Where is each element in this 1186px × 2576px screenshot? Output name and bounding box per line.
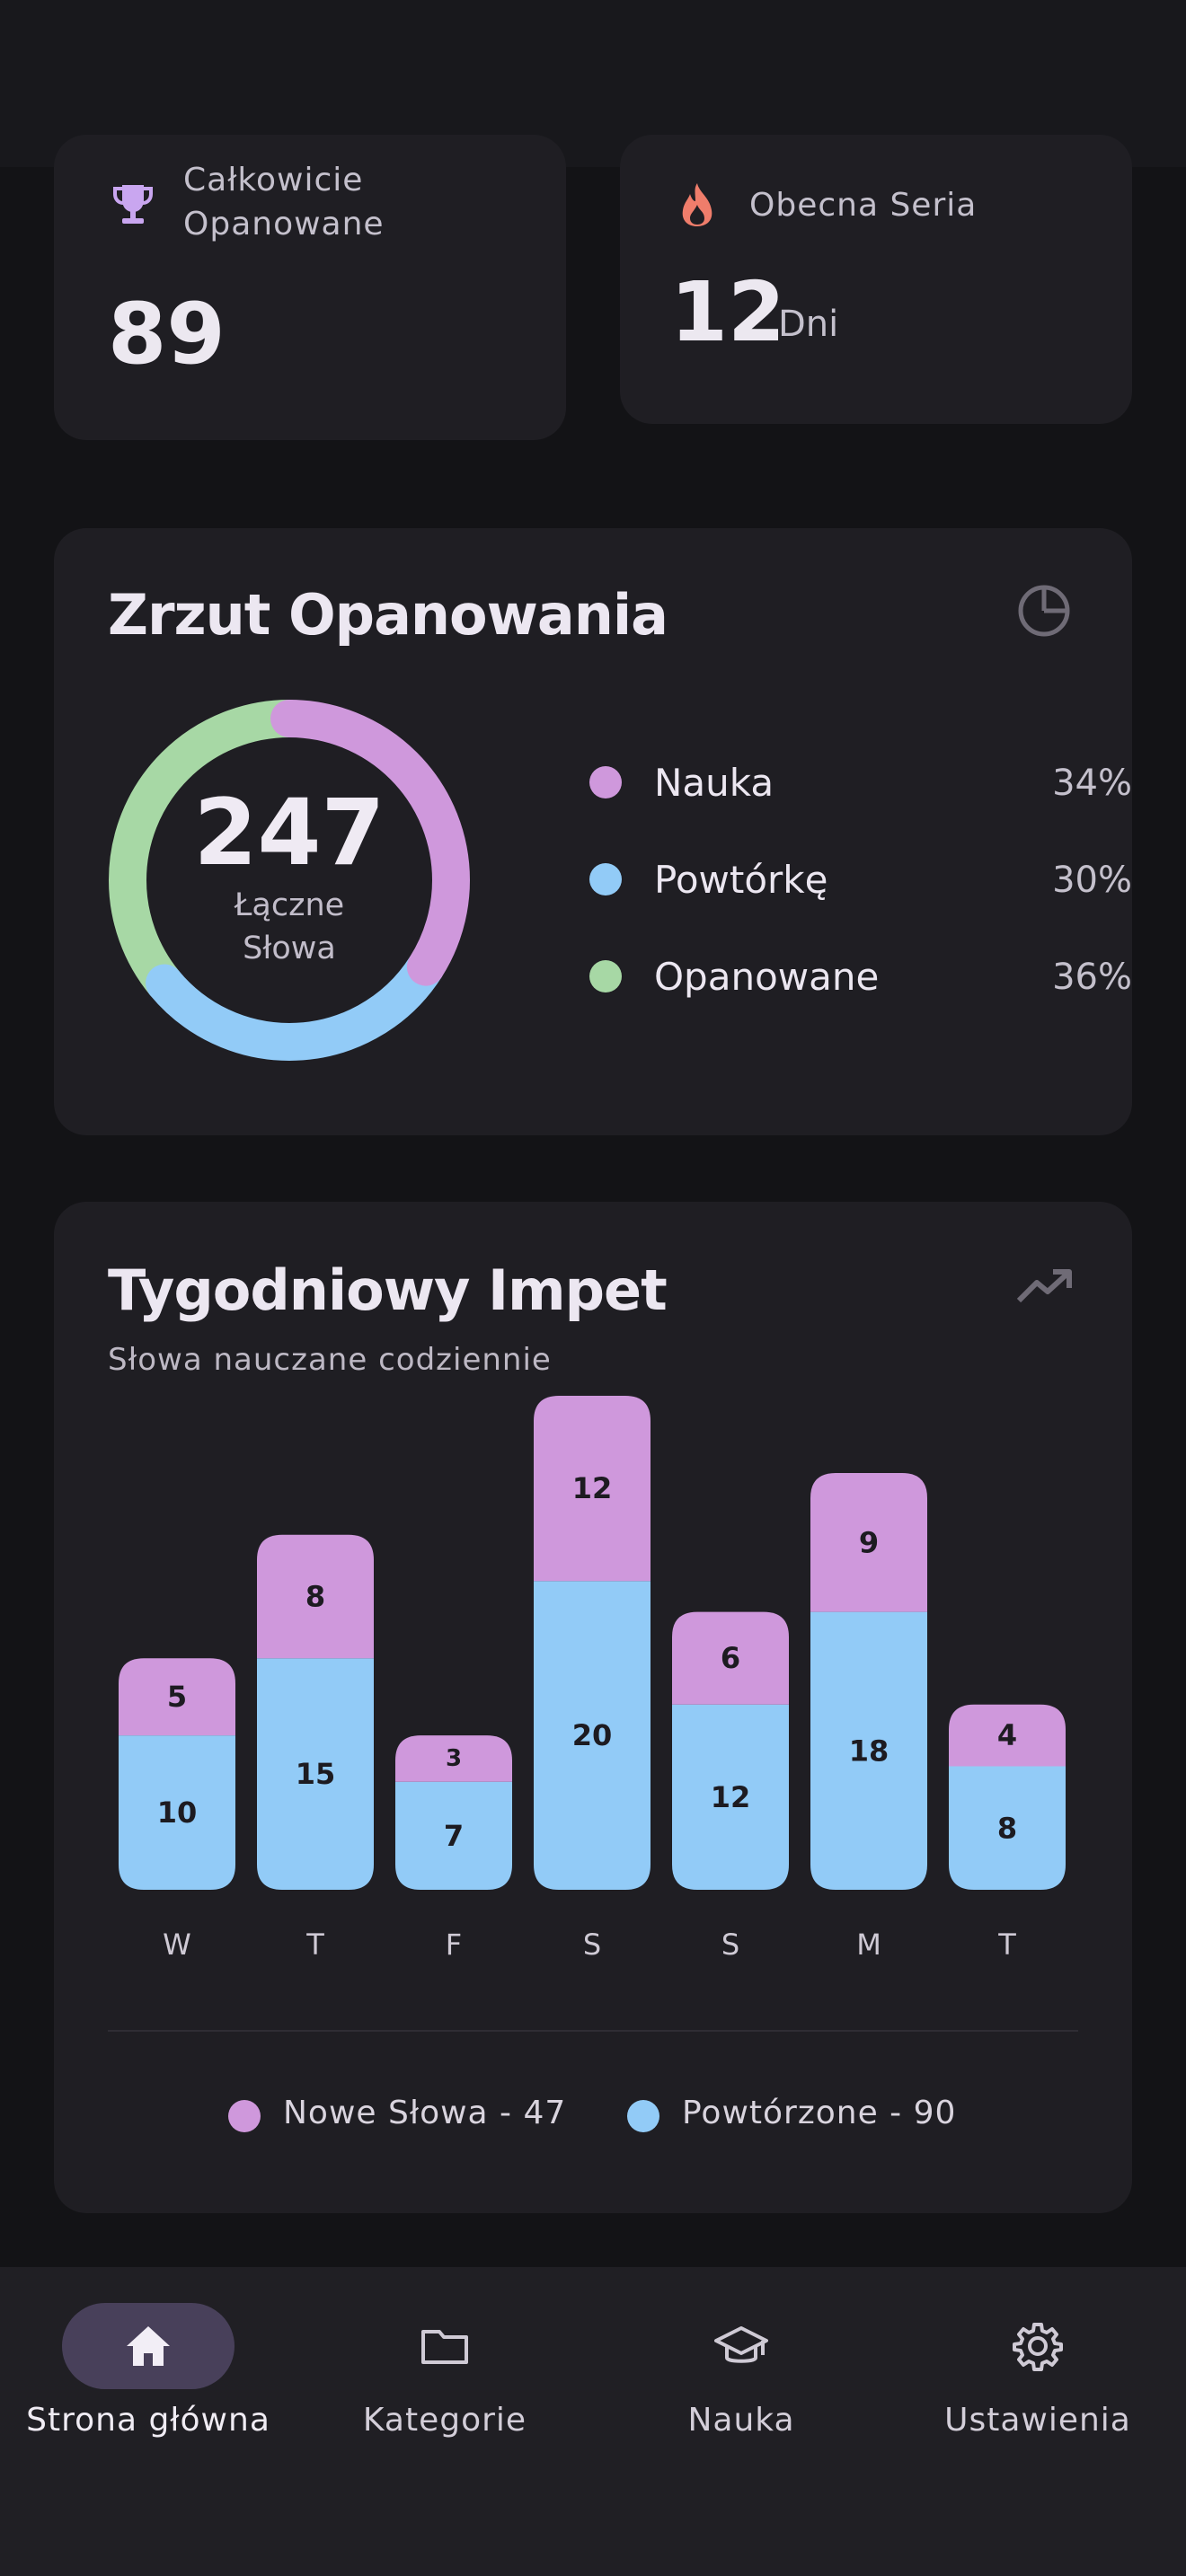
nav-label: Nauka	[687, 2402, 795, 2439]
mastery-donut	[109, 700, 470, 1061]
legend-percent: 34%	[1052, 763, 1132, 804]
graduation-cap-icon	[714, 2326, 768, 2363]
bar-label-review-5: 18	[849, 1734, 890, 1768]
day-label: S	[582, 1928, 602, 1962]
total-words-label: Łączne Słowa	[234, 887, 345, 966]
bar-label-review-6: 8	[997, 1811, 1017, 1845]
day-label: W	[163, 1928, 191, 1962]
bar-review-6	[949, 1766, 1066, 1890]
day-label: S	[721, 1928, 740, 1962]
nav-item-home[interactable]: Strona główna	[0, 2303, 296, 2447]
nav-label: Kategorie	[362, 2402, 527, 2439]
nav-item-learning[interactable]: Nauka	[593, 2303, 890, 2447]
bar-new-5	[810, 1472, 927, 1612]
legend-percent: 30%	[1052, 860, 1132, 901]
trending-up-icon[interactable]	[1017, 1268, 1073, 1304]
legend-item-learning: Nauka 34%	[589, 756, 1132, 810]
bar-new-6	[949, 1704, 1066, 1767]
trophy-icon	[113, 185, 153, 224]
legend-name: Opanowane	[654, 955, 880, 999]
bottom-navigation: Strona główna Kategorie Nauka Ustawienia	[0, 2267, 1186, 2576]
day-label: T	[306, 1928, 324, 1962]
bar-label-review-0: 10	[157, 1795, 198, 1830]
home-icon	[127, 2326, 170, 2366]
bar-review-1	[257, 1658, 374, 1890]
legend-dot	[589, 960, 622, 992]
gear-icon	[1013, 2323, 1063, 2371]
weekly-subtitle: Słowa nauczane codziennie	[108, 1342, 552, 1378]
streak-value: 12	[670, 264, 786, 360]
bar-label-review-3: 20	[572, 1718, 613, 1752]
donut-segment-review	[109, 700, 470, 1061]
bar-review-4	[672, 1704, 789, 1890]
nav-item-settings[interactable]: Ustawienia	[890, 2303, 1186, 2447]
bar-new-0	[119, 1658, 235, 1736]
mastered-stat-card: Całkowicie Opanowane 89	[54, 135, 566, 440]
bar-new-2	[395, 1735, 512, 1782]
streak-stat-card: Obecna Seria 12 Dni	[620, 135, 1132, 424]
bar-label-review-4: 12	[711, 1780, 751, 1814]
bar-new-3	[534, 1396, 651, 1582]
legend-new-words: Nowe Słowa - 47	[283, 2095, 567, 2131]
nav-label: Ustawienia	[944, 2402, 1131, 2439]
bar-new-4	[672, 1611, 789, 1705]
bar-label-new-6: 4	[997, 1718, 1017, 1752]
mastery-card: Zrzut Opanowania 247 Łączne Słowa Nauka …	[54, 528, 1132, 1135]
pie-chart-icon[interactable]	[1015, 582, 1073, 640]
weekly-bar-chart: 10 5 15 8 7 3 20 12 12 6 18 9 8 4	[119, 1396, 1066, 1890]
bar-label-new-2: 3	[446, 1745, 462, 1772]
legend-name: Powtórkę	[654, 858, 828, 902]
legend-item-review: Powtórkę 30%	[589, 853, 1132, 907]
legend-dot-new	[228, 2100, 261, 2132]
legend-reviewed: Powtórzone - 90	[682, 2095, 957, 2131]
nav-label: Strona główna	[26, 2402, 270, 2439]
bar-label-new-5: 9	[859, 1525, 879, 1559]
weekly-title: Tygodniowy Impet	[108, 1257, 668, 1323]
bar-label-new-4: 6	[721, 1641, 740, 1675]
mastered-value: 89	[108, 286, 226, 384]
folder-icon	[421, 2330, 468, 2364]
streak-label: Obecna Seria	[749, 187, 978, 224]
bar-label-review-1: 15	[296, 1757, 336, 1791]
bar-review-2	[395, 1781, 512, 1890]
day-label: T	[998, 1928, 1016, 1962]
donut-segment-learning	[109, 700, 470, 1061]
mastered-label: Całkowicie Opanowane	[183, 162, 385, 243]
legend-dot-review	[627, 2100, 659, 2132]
bar-label-new-1: 8	[305, 1579, 325, 1613]
legend-item-mastered: Opanowane 36%	[589, 950, 1132, 1004]
bar-review-0	[119, 1735, 235, 1890]
weekly-card: Tygodniowy Impet Słowa nauczane codzienn…	[54, 1202, 1132, 2213]
bar-review-5	[810, 1611, 927, 1890]
day-label: M	[856, 1928, 881, 1962]
legend-name: Nauka	[654, 761, 774, 805]
mastery-title: Zrzut Opanowania	[108, 582, 668, 648]
chart-divider	[108, 2030, 1078, 2032]
day-label: F	[445, 1928, 463, 1962]
legend-dot	[589, 766, 622, 798]
bar-label-review-2: 7	[444, 1819, 464, 1853]
total-words-value: 247	[193, 780, 385, 887]
nav-item-categories[interactable]: Kategorie	[296, 2303, 593, 2447]
legend-percent: 36%	[1052, 957, 1132, 998]
bar-label-new-3: 12	[572, 1471, 613, 1505]
streak-unit: Dni	[778, 304, 839, 345]
flame-icon	[682, 183, 712, 226]
bar-review-3	[534, 1581, 651, 1890]
legend-dot	[589, 863, 622, 895]
bar-new-1	[257, 1534, 374, 1659]
bar-label-new-0: 5	[167, 1680, 187, 1714]
